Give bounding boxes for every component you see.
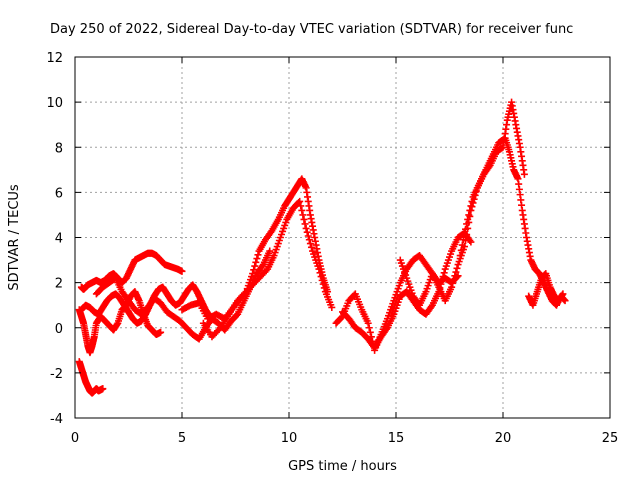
data-point-fill xyxy=(215,325,223,333)
data-point-fill xyxy=(458,241,466,249)
y-tick-label: 4 xyxy=(55,232,63,247)
data-point-fill xyxy=(251,262,259,270)
x-tick-label: 0 xyxy=(71,431,79,446)
data-point-fill xyxy=(449,279,457,287)
data-point xyxy=(448,283,456,291)
data-point-fill xyxy=(299,211,307,219)
data-point-fill xyxy=(301,220,309,228)
data-point-fill xyxy=(262,267,270,275)
data-point-fill xyxy=(457,246,465,254)
data-point xyxy=(467,238,475,246)
data-point xyxy=(364,319,372,327)
data-point-fill xyxy=(304,232,312,240)
data-point-fill xyxy=(365,324,373,332)
data-point-fill xyxy=(460,230,468,238)
data-point-fill xyxy=(439,273,447,281)
data-point xyxy=(266,247,274,255)
data-point xyxy=(328,303,336,311)
data-point xyxy=(99,385,107,393)
data-point xyxy=(456,252,464,260)
y-axis-label: SDTVAR / TECUs xyxy=(7,184,22,291)
data-markers xyxy=(75,98,569,397)
data-point-fill xyxy=(459,236,467,244)
data-point-fill xyxy=(305,236,313,244)
axis-ticks: 0 5 10 15 20 25 -4 -2 0 2 4 6 8 10 12 xyxy=(46,51,618,446)
data-point-fill xyxy=(452,268,460,276)
y-tick-label: 10 xyxy=(46,96,63,111)
chart-title: Day 250 of 2022, Sidereal Day-to-day VTE… xyxy=(50,22,573,37)
data-point-fill xyxy=(440,269,448,277)
data-point-fill xyxy=(250,266,258,274)
data-point-fill xyxy=(303,228,311,236)
x-tick-label: 10 xyxy=(281,431,298,446)
data-point xyxy=(559,290,567,298)
data-point-fill xyxy=(438,276,446,284)
data-point-fill xyxy=(252,258,260,266)
x-tick-label: 15 xyxy=(388,431,405,446)
data-point xyxy=(324,288,332,296)
data-point-fill xyxy=(307,243,315,251)
data-point-fill xyxy=(466,206,474,214)
data-point-fill xyxy=(306,240,314,248)
y-tick-label: -4 xyxy=(50,412,63,427)
data-point-fill xyxy=(451,272,459,280)
data-point-fill xyxy=(253,255,261,263)
data-point-fill xyxy=(254,251,262,259)
y-tick-label: 12 xyxy=(46,51,63,66)
data-point xyxy=(561,297,569,305)
data-point-fill xyxy=(258,262,266,270)
data-point-fill xyxy=(464,215,472,223)
data-point-fill xyxy=(468,197,476,205)
data-point-fill xyxy=(465,211,473,219)
y-tick-label: 6 xyxy=(55,186,63,201)
data-point-fill xyxy=(453,264,461,272)
data-point xyxy=(302,224,310,232)
data-point-fill xyxy=(366,328,374,336)
data-point xyxy=(178,267,186,275)
x-tick-label: 20 xyxy=(495,431,512,446)
data-point-fill xyxy=(337,314,345,322)
data-point xyxy=(520,170,528,178)
data-point-fill xyxy=(300,215,308,223)
data-point-fill xyxy=(467,202,475,210)
data-point-fill xyxy=(382,325,390,333)
y-tick-label: -2 xyxy=(50,367,63,382)
data-point-fill xyxy=(450,276,458,284)
data-point-fill xyxy=(462,225,470,233)
data-point-fill xyxy=(241,289,249,297)
x-axis-label: GPS time / hours xyxy=(288,459,397,474)
data-point-fill xyxy=(298,206,306,214)
y-tick-label: 8 xyxy=(55,141,63,156)
data-point-fill xyxy=(297,202,305,210)
data-point xyxy=(157,328,165,336)
data-point-fill xyxy=(427,303,435,311)
x-tick-label: 5 xyxy=(178,431,186,446)
data-point xyxy=(296,197,304,205)
data-point xyxy=(249,270,257,278)
data-point xyxy=(463,220,471,228)
y-tick-label: 0 xyxy=(55,322,63,337)
y-tick-label: 2 xyxy=(55,277,63,292)
x-tick-label: 25 xyxy=(602,431,619,446)
